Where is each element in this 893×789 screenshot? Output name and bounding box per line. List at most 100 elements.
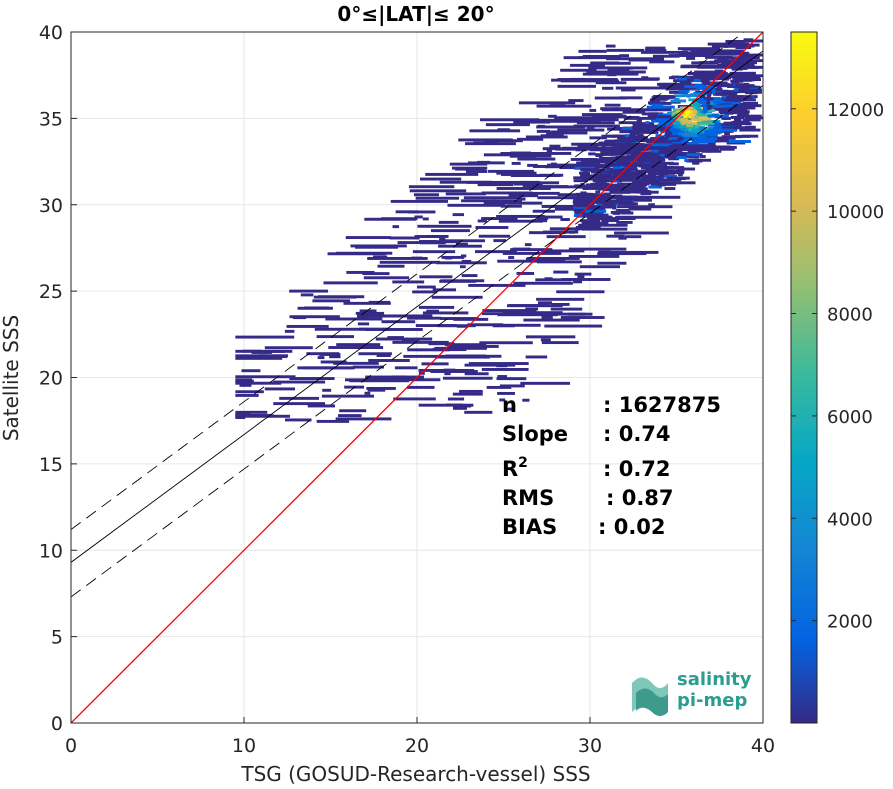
heat-cell bbox=[701, 148, 711, 152]
heat-cell bbox=[640, 50, 688, 54]
heat-cell bbox=[615, 196, 632, 200]
heat-cell bbox=[445, 192, 486, 196]
heat-cell bbox=[657, 95, 676, 99]
heat-cell bbox=[563, 56, 617, 60]
heat-cell bbox=[711, 114, 729, 118]
heat-cell bbox=[543, 119, 589, 123]
heat-cell bbox=[556, 290, 605, 294]
heat-cell bbox=[679, 110, 684, 114]
heat-cell bbox=[540, 338, 551, 342]
heat-cell bbox=[325, 317, 383, 321]
heat-cell bbox=[668, 162, 679, 166]
y-tick-label: 25 bbox=[39, 281, 63, 303]
heat-cell bbox=[536, 104, 592, 108]
heat-cell bbox=[497, 375, 508, 379]
heat-cell bbox=[690, 50, 739, 54]
heat-cell bbox=[582, 72, 639, 76]
heat-cell bbox=[481, 312, 534, 316]
heat-cell bbox=[706, 94, 711, 98]
heat-cell bbox=[525, 355, 548, 359]
heat-cell bbox=[688, 158, 712, 162]
heat-cell bbox=[707, 64, 717, 68]
heat-cell bbox=[598, 141, 609, 145]
heat-cell bbox=[573, 280, 583, 284]
heat-cell bbox=[573, 214, 583, 218]
heat-cell bbox=[669, 144, 681, 148]
heat-cell bbox=[432, 348, 467, 352]
heat-cell bbox=[629, 132, 639, 136]
heat-cell bbox=[461, 259, 472, 263]
heat-cell bbox=[586, 175, 603, 179]
heat-cell bbox=[703, 81, 727, 85]
heat-cell bbox=[587, 216, 605, 220]
heat-cell bbox=[513, 120, 550, 124]
y-tick-label: 30 bbox=[39, 195, 63, 217]
colorbar bbox=[790, 31, 818, 724]
heat-cell bbox=[726, 141, 746, 145]
heat-cell bbox=[707, 93, 712, 97]
heat-cell bbox=[541, 204, 587, 208]
heat-cell bbox=[730, 79, 744, 83]
heat-cell bbox=[617, 198, 623, 202]
heat-cell bbox=[636, 190, 659, 194]
heat-cell bbox=[734, 83, 745, 87]
heat-cell bbox=[483, 201, 513, 205]
heat-cell bbox=[661, 138, 681, 142]
heat-cell bbox=[619, 107, 632, 111]
heat-cell bbox=[729, 94, 737, 98]
heat-cell bbox=[477, 183, 514, 187]
heat-cell bbox=[692, 161, 700, 165]
heat-cell bbox=[649, 152, 654, 156]
heat-cell bbox=[390, 199, 448, 203]
heat-cell bbox=[436, 261, 487, 265]
heat-cell bbox=[604, 103, 621, 107]
heat-cell bbox=[486, 385, 512, 389]
heat-cell bbox=[362, 311, 371, 315]
stat-label: n bbox=[502, 393, 517, 417]
heat-cell bbox=[407, 316, 442, 320]
heat-cell bbox=[392, 375, 407, 379]
heat-cell bbox=[628, 127, 638, 131]
heat-cell bbox=[235, 349, 293, 353]
heat-cell bbox=[666, 132, 682, 136]
heat-cell bbox=[537, 196, 580, 200]
heat-cell bbox=[580, 213, 588, 217]
heat-cell bbox=[695, 139, 715, 143]
heat-cell bbox=[377, 264, 405, 268]
heat-cell bbox=[657, 115, 672, 119]
heat-cell bbox=[544, 324, 603, 328]
heat-cell bbox=[455, 242, 468, 246]
heat-cell bbox=[329, 355, 341, 359]
heat-cell bbox=[511, 161, 521, 165]
heat-cell bbox=[430, 229, 470, 233]
heat-cell bbox=[713, 107, 730, 111]
heat-cell bbox=[525, 335, 576, 339]
heat-cell bbox=[716, 88, 723, 92]
heat-cell bbox=[597, 261, 627, 265]
heat-cell bbox=[336, 343, 381, 347]
heat-cell bbox=[510, 174, 561, 178]
heat-cell bbox=[512, 247, 531, 251]
heat-cell bbox=[368, 359, 410, 362]
heat-cell bbox=[637, 117, 643, 120]
heat-cell bbox=[699, 155, 706, 159]
heat-cell bbox=[485, 123, 530, 127]
heat-cell bbox=[600, 107, 619, 111]
heat-cell bbox=[590, 182, 610, 186]
heat-cell bbox=[541, 315, 553, 319]
heat-cell bbox=[289, 315, 340, 319]
heat-cell bbox=[633, 157, 652, 161]
heat-cell bbox=[733, 126, 753, 130]
heat-cell bbox=[676, 128, 681, 132]
heat-cell bbox=[579, 199, 603, 203]
heat-cell bbox=[592, 179, 623, 183]
heat-cell bbox=[624, 143, 646, 147]
heat-cell bbox=[686, 78, 694, 82]
heat-cell bbox=[647, 115, 663, 118]
heat-cell bbox=[740, 104, 762, 108]
y-tick-label: 15 bbox=[39, 454, 63, 476]
heat-cell bbox=[333, 361, 379, 365]
heat-cell bbox=[657, 178, 682, 182]
heat-cell bbox=[546, 149, 553, 153]
heat-cell bbox=[641, 166, 665, 170]
